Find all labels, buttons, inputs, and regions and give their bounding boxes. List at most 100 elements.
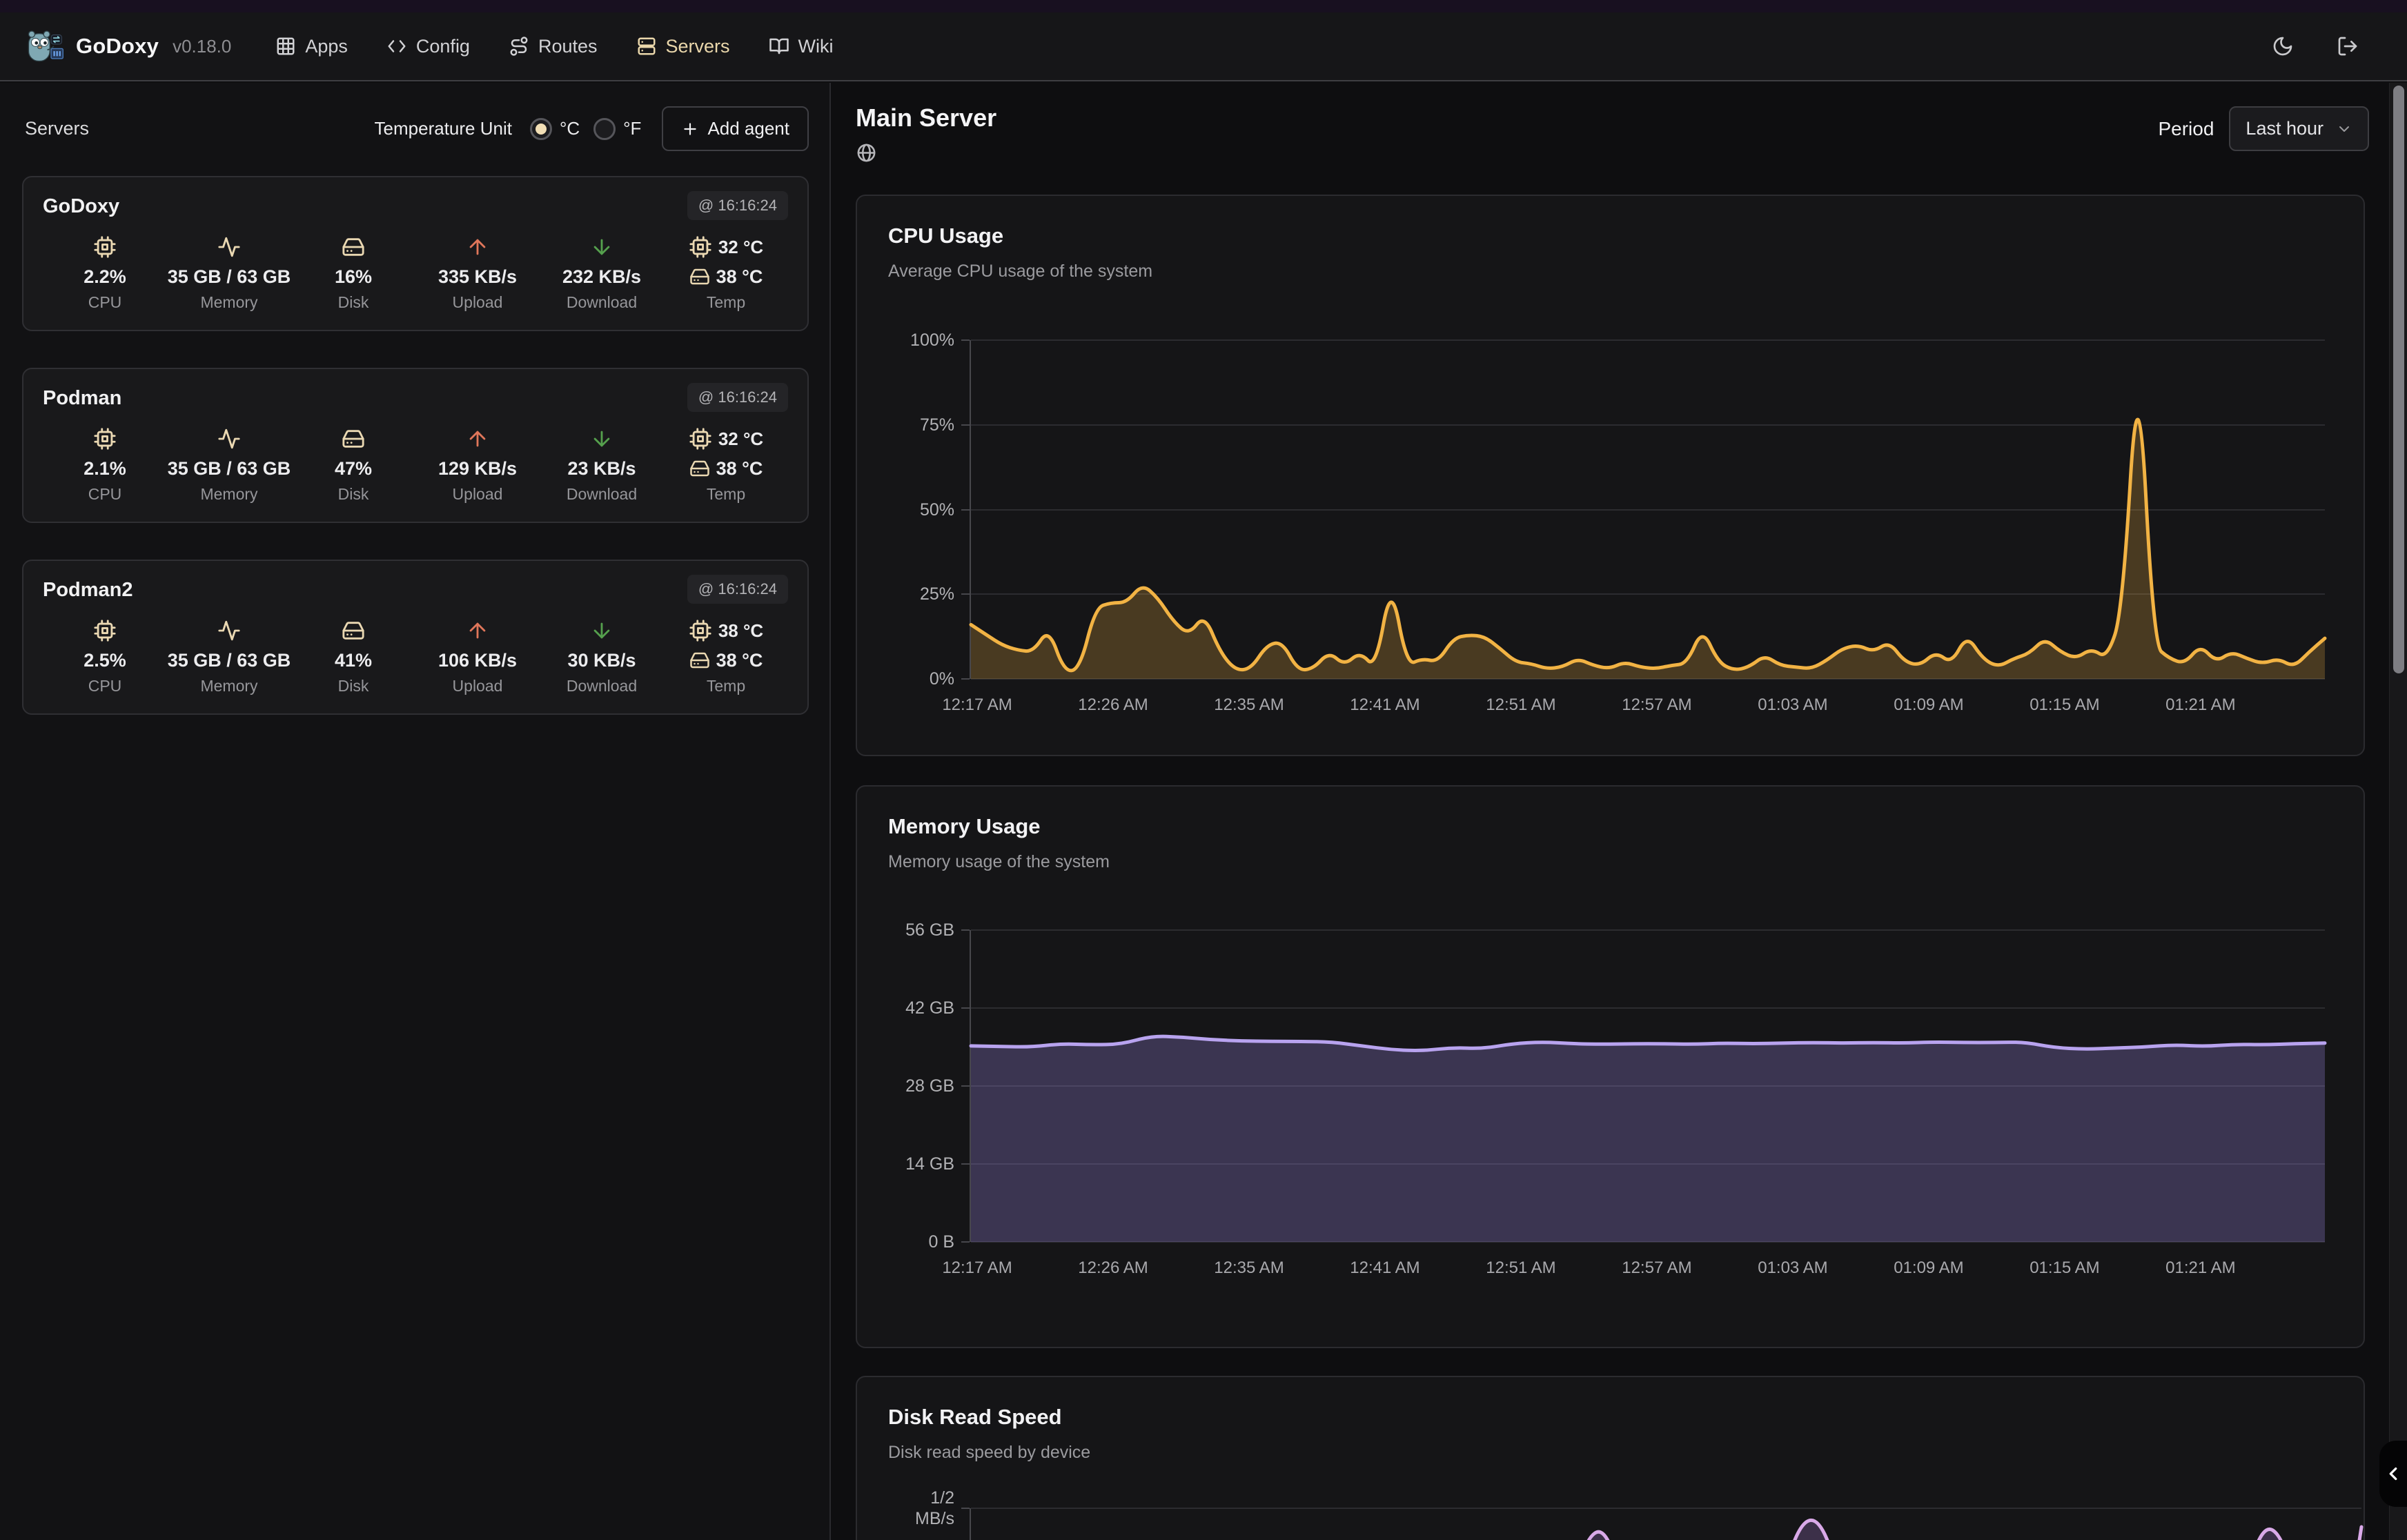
activity-icon bbox=[217, 619, 241, 642]
server-name: Podman bbox=[43, 387, 122, 409]
memory-usage-card: Memory Usage Memory usage of the system … bbox=[856, 785, 2365, 1348]
last-update-badge: @ 16:16:24 bbox=[687, 383, 788, 412]
arrow-down-icon bbox=[590, 619, 613, 642]
window-top-strip bbox=[0, 0, 2407, 12]
arrow-down-icon bbox=[590, 427, 613, 451]
main-content: Main Server Period Last hour CPU Usage A… bbox=[832, 83, 2389, 1540]
stat-upload: 335 KB/s Upload bbox=[415, 231, 540, 312]
scrollbar-thumb[interactable] bbox=[2393, 86, 2404, 673]
brand-name: GoDoxy bbox=[76, 34, 159, 58]
activity-icon bbox=[217, 235, 241, 259]
temp-unit-celsius-radio[interactable]: °C bbox=[529, 117, 580, 140]
hard-drive-icon bbox=[689, 650, 710, 671]
add-agent-button[interactable]: Add agent bbox=[662, 106, 809, 151]
hard-drive-icon bbox=[689, 266, 710, 287]
nav-item-servers[interactable]: Servers bbox=[636, 36, 730, 57]
chart-subtitle: Memory usage of the system bbox=[888, 852, 1110, 871]
nav-item-routes[interactable]: Routes bbox=[509, 36, 598, 57]
temp-unit-fahrenheit-radio[interactable]: °F bbox=[593, 117, 641, 140]
stat-memory: 35 GB / 63 GB Memory bbox=[167, 423, 291, 504]
code-icon bbox=[386, 36, 407, 57]
arrow-up-icon bbox=[466, 427, 489, 451]
nav-item-wiki[interactable]: Wiki bbox=[769, 36, 834, 57]
collapse-panel-button[interactable] bbox=[2379, 1441, 2407, 1507]
radio-celsius[interactable] bbox=[529, 117, 552, 140]
hard-drive-icon bbox=[689, 458, 710, 479]
disk-read-speed-chart: 1/2 MB/s bbox=[915, 1488, 2364, 1540]
stat-temp: 32 °C 38 °C Temp bbox=[664, 231, 788, 312]
stat-disk: 41% Disk bbox=[291, 615, 415, 695]
hard-drive-icon bbox=[342, 619, 365, 642]
memory-usage-chart: 56 GB 42 GB 28 GB 14 GB 0 B 12:17 AM 12:26 AM 1… bbox=[905, 920, 2327, 1277]
cpu-chip-icon bbox=[93, 235, 117, 259]
servers-panel: Servers Temperature Unit °C °F Add agent… bbox=[0, 83, 831, 1540]
temperature-unit-label: Temperature Unit bbox=[374, 118, 512, 139]
stat-temp: 32 °C 38 °C Temp bbox=[664, 423, 788, 504]
cpu-chip-icon bbox=[93, 427, 117, 451]
server-cards-list: GoDoxy @ 16:16:24 2.2% CPU 35 GB / 63 GB… bbox=[0, 172, 829, 715]
top-navbar: GoDoxy v0.18.0 Apps Config Routes Server… bbox=[0, 12, 2407, 81]
radio-fahrenheit[interactable] bbox=[593, 117, 616, 140]
logout-icon[interactable] bbox=[2337, 35, 2359, 57]
arrow-down-icon bbox=[590, 235, 613, 259]
page-title: Main Server bbox=[856, 103, 997, 132]
cpu-usage-card: CPU Usage Average CPU usage of the syste… bbox=[856, 195, 2365, 756]
nav-actions bbox=[2272, 35, 2359, 57]
period-select[interactable]: Last hour bbox=[2229, 106, 2369, 151]
nav-item-apps[interactable]: Apps bbox=[275, 36, 348, 57]
stat-disk: 16% Disk bbox=[291, 231, 415, 312]
stat-upload: 106 KB/s Upload bbox=[415, 615, 540, 695]
stat-download: 30 KB/s Download bbox=[540, 615, 664, 695]
stat-upload: 129 KB/s Upload bbox=[415, 423, 540, 504]
activity-icon bbox=[217, 427, 241, 451]
arrow-up-icon bbox=[466, 235, 489, 259]
stat-download: 232 KB/s Download bbox=[540, 231, 664, 312]
servers-icon bbox=[636, 36, 657, 57]
cpu-chip-icon bbox=[93, 619, 117, 642]
plus-icon bbox=[681, 120, 699, 138]
stat-download: 23 KB/s Download bbox=[540, 423, 664, 504]
moon-icon[interactable] bbox=[2272, 35, 2294, 57]
nav-links: Apps Config Routes Servers Wiki bbox=[275, 36, 834, 57]
server-card-podman[interactable]: Podman @ 16:16:24 2.1% CPU 35 GB / 63 GB… bbox=[22, 368, 809, 523]
stat-cpu: 2.5% CPU bbox=[43, 615, 167, 695]
cpu-usage-chart: 100% 75% 50% 25% 0% 12:17 AM 12:26 AM 12:35 AM 1… bbox=[910, 330, 2327, 714]
book-open-icon bbox=[769, 36, 789, 57]
stat-cpu: 2.1% CPU bbox=[43, 423, 167, 504]
chart-subtitle: Average CPU usage of the system bbox=[888, 261, 1153, 281]
stat-memory: 35 GB / 63 GB Memory bbox=[167, 615, 291, 695]
servers-panel-title: Servers bbox=[25, 118, 90, 139]
arrow-up-icon bbox=[466, 619, 489, 642]
server-name: GoDoxy bbox=[43, 195, 120, 217]
brand-version: v0.18.0 bbox=[173, 35, 232, 57]
chart-title: Memory Usage bbox=[888, 814, 1041, 838]
period-label: Period bbox=[2158, 117, 2214, 139]
cpu-chip-icon bbox=[689, 235, 712, 259]
brand[interactable]: GoDoxy v0.18.0 bbox=[25, 25, 231, 68]
page-scrollbar[interactable] bbox=[2389, 83, 2407, 1540]
globe-icon bbox=[856, 142, 996, 167]
last-update-badge: @ 16:16:24 bbox=[687, 575, 788, 604]
chart-subtitle: Disk read speed by device bbox=[888, 1443, 1091, 1462]
godoxy-logo-icon bbox=[25, 25, 65, 68]
last-update-badge: @ 16:16:24 bbox=[687, 191, 788, 220]
chevron-left-icon bbox=[2383, 1463, 2404, 1484]
stat-temp: 38 °C 38 °C Temp bbox=[664, 615, 788, 695]
stat-disk: 47% Disk bbox=[291, 423, 415, 504]
server-card-podman2[interactable]: Podman2 @ 16:16:24 2.5% CPU 35 GB / 63 G… bbox=[22, 560, 809, 715]
chart-title: CPU Usage bbox=[888, 224, 1004, 248]
cpu-chip-icon bbox=[689, 427, 712, 451]
server-name: Podman2 bbox=[43, 579, 133, 601]
server-card-godoxy[interactable]: GoDoxy @ 16:16:24 2.2% CPU 35 GB / 63 GB… bbox=[22, 176, 809, 331]
route-icon bbox=[509, 36, 529, 57]
chevron-down-icon bbox=[2336, 121, 2352, 137]
grid-icon bbox=[275, 36, 296, 57]
hard-drive-icon bbox=[342, 235, 365, 259]
cpu-chip-icon bbox=[689, 619, 712, 642]
stat-cpu: 2.2% CPU bbox=[43, 231, 167, 312]
stat-memory: 35 GB / 63 GB Memory bbox=[167, 231, 291, 312]
hard-drive-icon bbox=[342, 427, 365, 451]
chart-title: Disk Read Speed bbox=[888, 1405, 1062, 1429]
nav-item-config[interactable]: Config bbox=[386, 36, 470, 57]
disk-read-speed-card: Disk Read Speed Disk read speed by devic… bbox=[856, 1376, 2365, 1540]
